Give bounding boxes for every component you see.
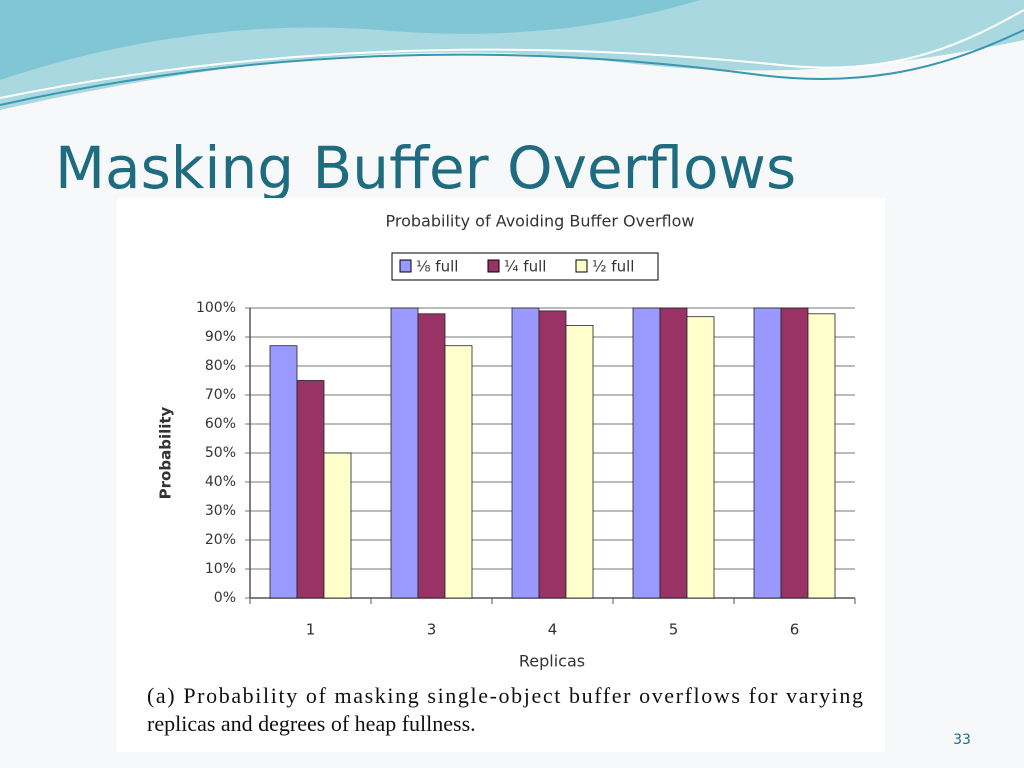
y-tick-label: 50%: [205, 445, 236, 461]
y-tick-label: 90%: [205, 329, 236, 345]
wave: [0, 0, 700, 80]
wave-line: [0, 9, 1024, 99]
x-tick-label: 4: [548, 621, 558, 639]
caption-line: replicas and degrees of heap fullness.: [147, 711, 476, 736]
y-tick-label: 0%: [214, 590, 236, 606]
bar: [417, 313, 446, 599]
y-tick-label: 10%: [205, 561, 236, 577]
bar: [807, 313, 836, 599]
y-tick-label: 70%: [205, 387, 236, 403]
bar: [686, 316, 715, 599]
y-tick-label: 40%: [205, 474, 236, 490]
legend-label: ⅛ full: [416, 258, 458, 276]
bar: [511, 307, 540, 599]
slide-title: Masking Buffer Overflows: [55, 134, 796, 202]
bar: [632, 307, 661, 599]
legend-label: ½ full: [592, 258, 634, 276]
legend-swatch: [399, 259, 412, 273]
wave-line: [0, 29, 1024, 106]
bar: [323, 452, 352, 599]
chart-title: Probability of Avoiding Buffer Overflow: [386, 212, 695, 231]
x-tick-label: 1: [306, 621, 316, 639]
x-tick-label: 3: [427, 621, 437, 639]
y-tick-label: 20%: [205, 532, 236, 548]
legend-box: [391, 252, 659, 281]
legend-label: ¼ full: [504, 258, 546, 276]
bar: [390, 307, 419, 599]
y-tick-label: 30%: [205, 503, 236, 519]
slide-number: 33: [953, 732, 971, 748]
x-tick-label: 6: [790, 621, 800, 639]
y-tick-label: 80%: [205, 358, 236, 374]
y-tick-label: 60%: [205, 416, 236, 432]
bar: [780, 307, 809, 599]
caption-line: (a) Probability of masking single-object…: [147, 683, 863, 708]
x-tick-label: 5: [669, 621, 679, 639]
legend-swatch: [575, 259, 588, 273]
x-axis-label: Replicas: [519, 652, 585, 671]
y-tick-label: 100%: [196, 300, 236, 316]
bar: [538, 310, 567, 599]
bar: [296, 380, 325, 599]
bar: [269, 345, 298, 599]
bar: [565, 324, 594, 599]
bar: [753, 307, 782, 599]
y-axis-label: Probability: [157, 406, 175, 499]
bar: [444, 345, 473, 599]
legend-swatch: [487, 259, 500, 273]
bar: [659, 307, 688, 599]
